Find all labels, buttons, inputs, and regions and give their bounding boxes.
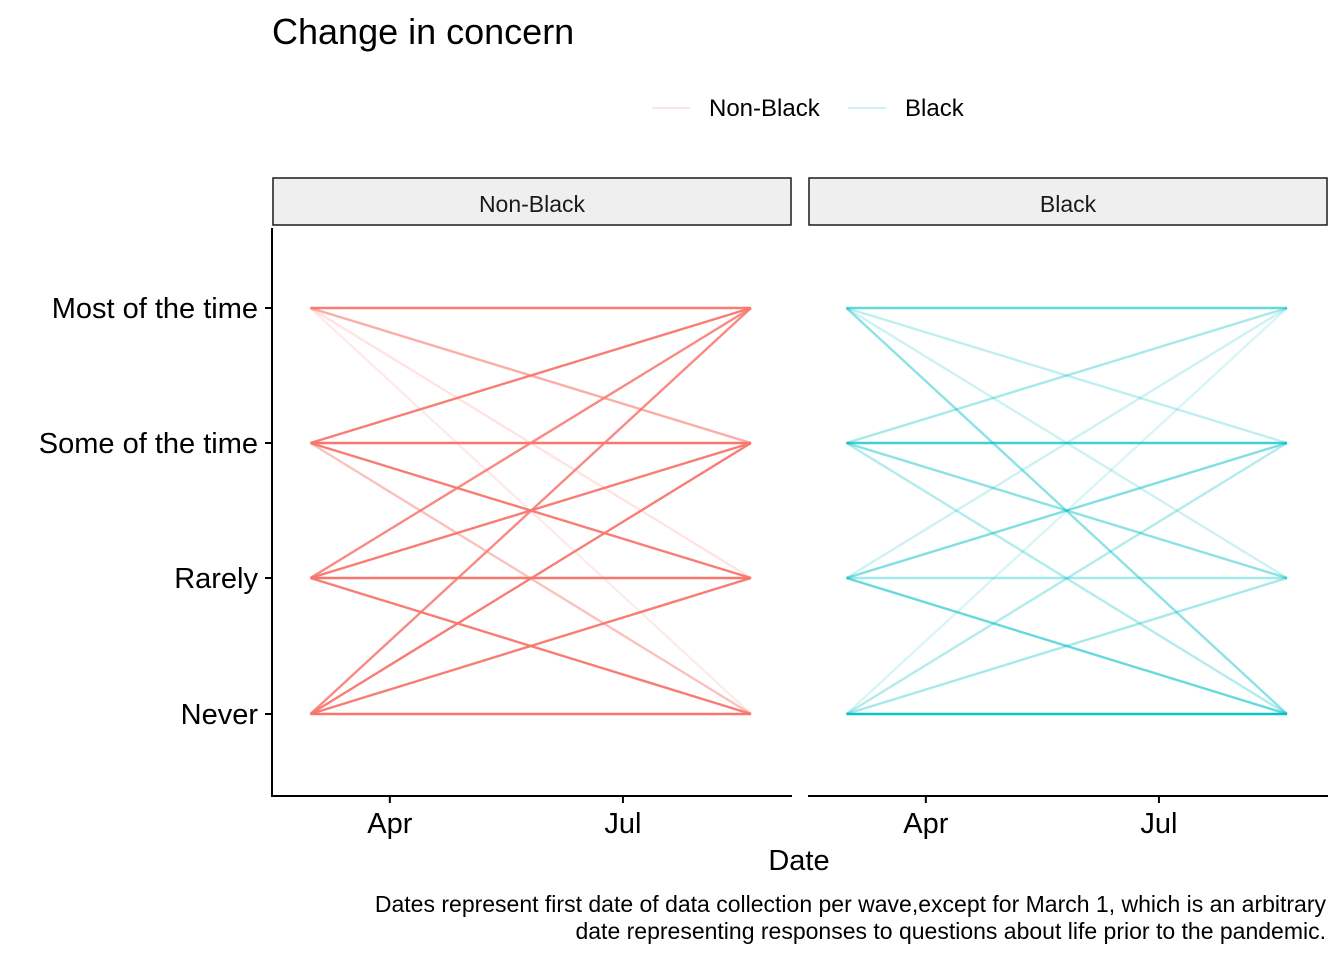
y-tick-label: Most of the time	[52, 293, 258, 325]
y-tick-label: Some of the time	[39, 428, 258, 460]
x-axis-title: Date	[768, 845, 829, 877]
x-tick-label: Apr	[903, 808, 948, 840]
transition-line-black-rarely-to-some-of-the-time	[846, 441, 1288, 580]
strip-non-black	[272, 177, 792, 226]
transition-line-non-black-some-of-the-time-to-rarely	[310, 441, 752, 580]
caption-line-2: date representing responses to questions…	[575, 918, 1326, 944]
y-tick-label: Never	[181, 699, 259, 731]
transition-line-non-black-most-of-the-time-to-rarely	[309, 306, 752, 580]
facet-panels: Non-Black Apr Jul Black Apr Jul	[272, 177, 1328, 840]
transition-line-black-some-of-the-time-to-never	[845, 441, 1288, 716]
strip-label-black: Black	[1040, 191, 1097, 217]
transition-line-black-most-of-the-time-to-never	[845, 307, 1288, 715]
y-axis: Never Rarely Some of the time Most of the t…	[39, 228, 273, 797]
transition-line-non-black-some-of-the-time-to-never	[309, 441, 752, 716]
series-lines-non-black	[309, 306, 752, 716]
transition-line-black-never-to-some-of-the-time	[845, 441, 1288, 716]
transition-line-black-some-of-the-time-to-rarely	[846, 441, 1288, 580]
strip-label-non-black: Non-Black	[479, 191, 586, 217]
x-tick-label: Apr	[367, 808, 412, 840]
legend-label-non-black: Non-Black	[709, 95, 821, 122]
y-tick-label: Rarely	[174, 563, 258, 595]
transition-line-black-most-of-the-time-to-some-of-the-time	[846, 306, 1288, 445]
transition-line-non-black-most-of-the-time-to-some-of-the-time	[310, 306, 752, 445]
transition-line-black-most-of-the-time-to-rarely	[845, 306, 1288, 580]
legend: Non-Black Black	[652, 95, 965, 122]
x-tick-label: Jul	[1140, 808, 1177, 840]
caption-line-1: Dates represent first date of data colle…	[375, 891, 1327, 917]
transition-line-black-rarely-to-never	[846, 576, 1288, 716]
panel-non-black: Non-Black Apr Jul	[272, 177, 792, 840]
strip-black	[808, 177, 1328, 226]
x-tick-label: Jul	[604, 808, 641, 840]
series-lines-black	[845, 306, 1288, 716]
transition-line-black-some-of-the-time-to-most-of-the-time	[846, 306, 1288, 445]
legend-label-black: Black	[905, 95, 965, 122]
transition-line-non-black-rarely-to-never	[310, 576, 752, 716]
panel-black: Black Apr Jul	[808, 177, 1328, 840]
transition-line-non-black-most-of-the-time-to-never	[309, 307, 752, 715]
chart-title: Change in concern	[272, 11, 574, 52]
